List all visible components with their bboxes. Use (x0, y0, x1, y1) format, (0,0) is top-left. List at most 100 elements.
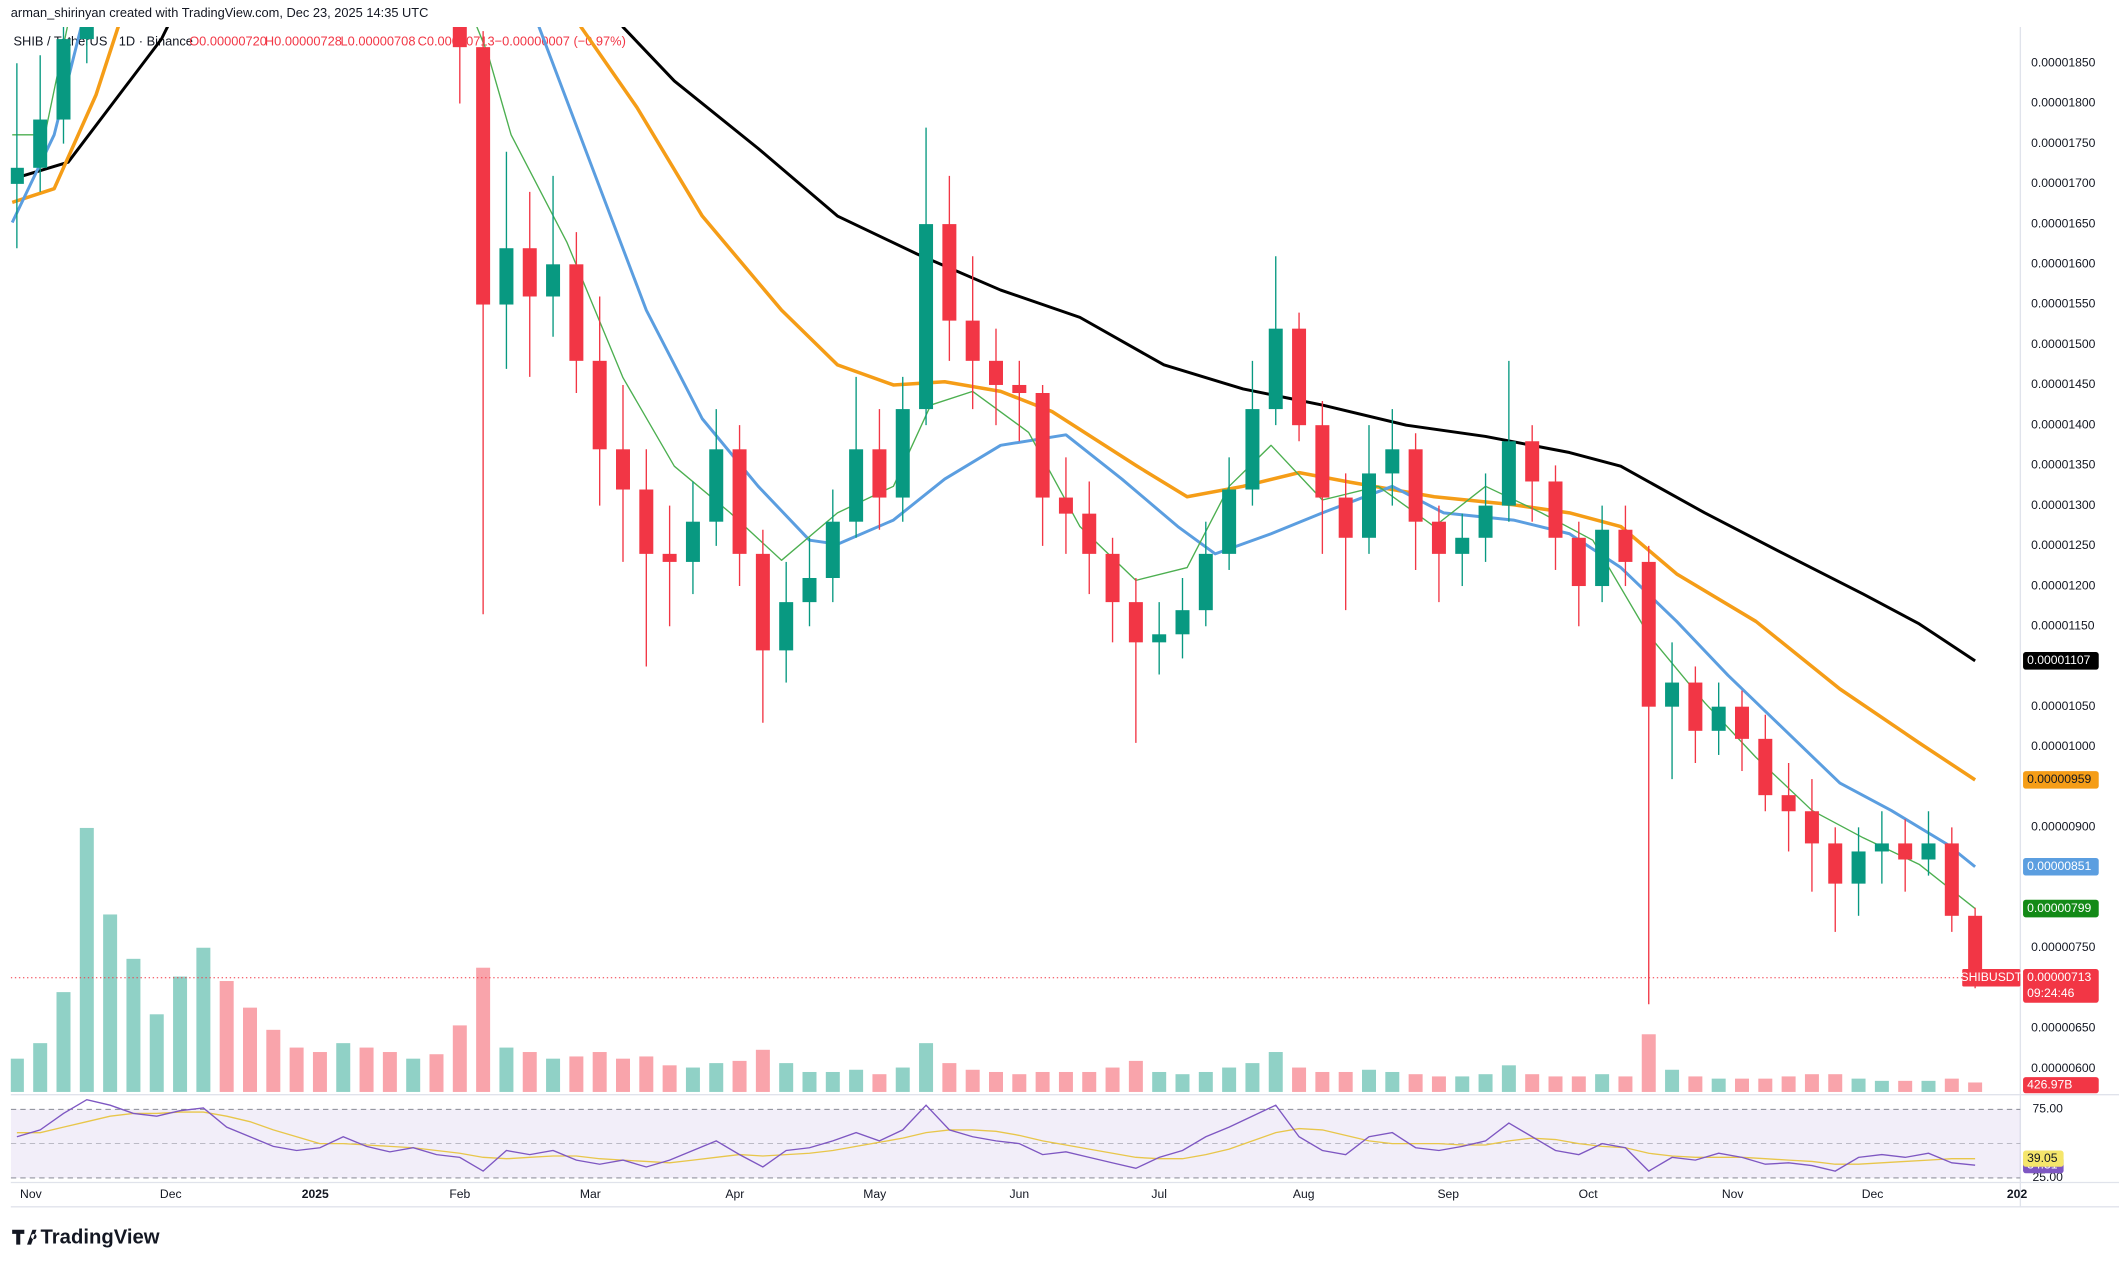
volume-bar (173, 976, 188, 1092)
volume-bar (1385, 1071, 1400, 1092)
volume-bar (382, 1052, 397, 1092)
volume-tag-label: 426.97B (2027, 1077, 2072, 1091)
y-tick-label: 0.00000600 (2031, 1061, 2095, 1075)
volume-bar (569, 1056, 584, 1092)
volume-bar (1362, 1069, 1376, 1092)
ticker-tag (1962, 968, 2021, 987)
y-tick-label: 0.00001200 (2031, 578, 2095, 592)
candle-body (849, 449, 864, 522)
candle-body (872, 449, 887, 498)
volume-bar (1735, 1078, 1749, 1092)
rsi-tag-label: 39.05 (2027, 1151, 2058, 1165)
candle-body (522, 248, 537, 297)
volume-bar (1245, 1063, 1260, 1092)
candle-body (1105, 553, 1120, 603)
ma-tag-label: 0.00001107 (2027, 653, 2091, 667)
candle-body (1152, 634, 1167, 643)
candle-body (895, 409, 910, 498)
candle-body (1525, 441, 1540, 482)
candle-body (1012, 384, 1027, 394)
x-tick-label: 2025 (302, 1187, 329, 1201)
volume-bar (1641, 1034, 1656, 1092)
candle-body (1478, 505, 1493, 538)
ma-tag (2023, 857, 2099, 876)
volume-bar (779, 1063, 794, 1092)
y-tick-label: 0.00001400 (2031, 417, 2095, 431)
y-tick-label: 0.00001300 (2031, 498, 2095, 512)
x-tick-label: Apr (725, 1187, 744, 1201)
volume-bar (1315, 1071, 1330, 1092)
volume-bar (1105, 1067, 1120, 1092)
volume-bar (1222, 1067, 1237, 1092)
ma-tag-label: 0.00000959 (2027, 772, 2091, 786)
candle-body (1641, 561, 1656, 707)
candle-body (1035, 393, 1050, 498)
candle-body (1338, 497, 1353, 538)
volume-bar (1082, 1071, 1097, 1092)
candle-body (1688, 682, 1703, 731)
candle-body (1408, 449, 1423, 522)
attribution: arman_shirinyan created with TradingView… (11, 5, 429, 20)
volume-bar (1828, 1074, 1843, 1092)
candle-body (1455, 537, 1470, 554)
candle-body (1618, 529, 1633, 562)
volume-bar (103, 914, 118, 1092)
volume-bar (1501, 1065, 1516, 1092)
volume-bar (1804, 1074, 1819, 1092)
volume-bar (33, 1043, 48, 1092)
candle-body (1385, 449, 1400, 474)
ma-tag (2023, 652, 2099, 670)
volume-bar (1478, 1074, 1493, 1092)
y-tick-label: 0.00001800 (2031, 96, 2095, 110)
volume-bar (1292, 1067, 1307, 1092)
volume-bar (592, 1052, 607, 1092)
volume-bar (1921, 1080, 1936, 1092)
candle-body (965, 320, 980, 361)
y-tick-label: 0.00001250 (2031, 538, 2095, 552)
candle-body (1548, 481, 1563, 538)
candle-body (1268, 328, 1283, 410)
x-tick-label: Dec (1862, 1187, 1884, 1201)
x-tick-label: May (863, 1187, 887, 1201)
moving-average-line (12, 27, 1976, 910)
volume-bar (1198, 1071, 1213, 1092)
volume-bar (802, 1071, 817, 1092)
volume-bar (56, 992, 71, 1092)
volume-bar (452, 1025, 467, 1092)
legend-change: −0.00000007 (−0.97%) (495, 33, 626, 48)
candle-body (662, 553, 677, 562)
moving-average-line (11, 27, 1976, 663)
candle-body (1898, 843, 1913, 860)
y-tick-label: 0.00001550 (2031, 297, 2095, 311)
volume-bar (662, 1065, 677, 1092)
candle-body (79, 27, 94, 40)
candle-body (1292, 328, 1307, 426)
candle-body (1082, 513, 1097, 554)
ma-tag (2023, 771, 2099, 789)
volume-bar (825, 1071, 840, 1092)
volume-bar (1851, 1078, 1866, 1092)
volume-bar (1874, 1080, 1889, 1092)
volume-bar (1408, 1074, 1423, 1092)
candle-body (1828, 843, 1843, 884)
legend-low: L0.00000708 (341, 33, 416, 48)
tradingview-logo: TradingView (12, 1226, 160, 1248)
y-tick-label: 0.00001150 (2031, 618, 2095, 632)
x-tick-label: Jul (1151, 1187, 1167, 1201)
candle-body (919, 224, 934, 410)
main-pane (10, 27, 2021, 1092)
moving-average-line (11, 27, 1977, 782)
volume-bar (965, 1069, 980, 1092)
x-tick-label: Sep (1437, 1187, 1459, 1201)
volume-bar (1571, 1076, 1586, 1092)
volume-bar (406, 1058, 421, 1092)
volume-bar (429, 1054, 444, 1092)
candle-body (685, 521, 700, 562)
y-tick-label: 0.00001450 (2031, 377, 2095, 391)
rsi-tag (2023, 1150, 2064, 1167)
rsi-tick-label: 75.00 (2033, 1102, 2064, 1116)
candle-body (709, 449, 724, 522)
candle-body (1245, 409, 1260, 490)
